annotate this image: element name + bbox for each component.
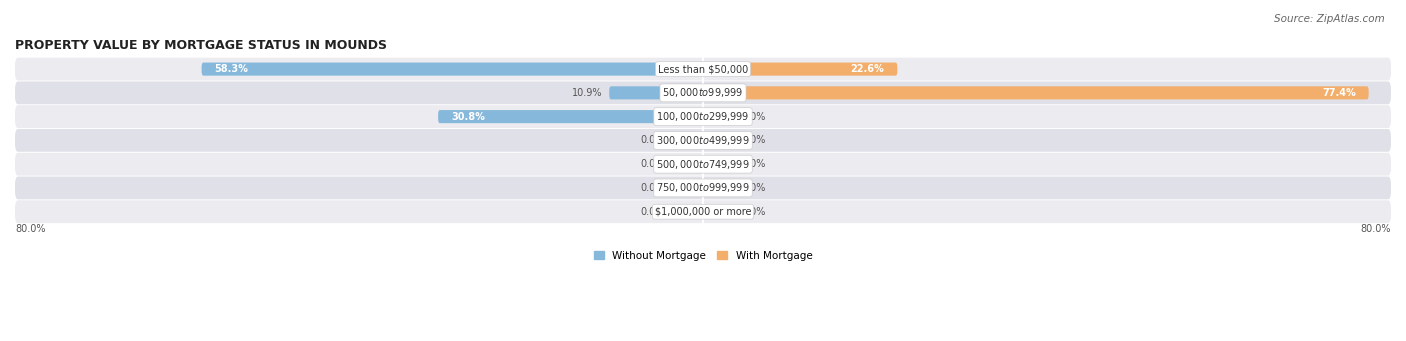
Legend: Without Mortgage, With Mortgage: Without Mortgage, With Mortgage xyxy=(589,247,817,265)
FancyBboxPatch shape xyxy=(703,158,733,171)
Text: 0.0%: 0.0% xyxy=(742,183,766,193)
Text: 80.0%: 80.0% xyxy=(1361,224,1391,234)
Text: 80.0%: 80.0% xyxy=(15,224,45,234)
Text: 0.0%: 0.0% xyxy=(640,207,664,217)
FancyBboxPatch shape xyxy=(673,158,703,171)
FancyBboxPatch shape xyxy=(15,153,1391,176)
FancyBboxPatch shape xyxy=(703,86,1368,99)
Text: 58.3%: 58.3% xyxy=(215,64,249,74)
Text: 0.0%: 0.0% xyxy=(742,207,766,217)
Text: 0.0%: 0.0% xyxy=(640,159,664,169)
FancyBboxPatch shape xyxy=(703,134,733,147)
Text: 0.0%: 0.0% xyxy=(742,135,766,145)
FancyBboxPatch shape xyxy=(673,181,703,194)
Text: Source: ZipAtlas.com: Source: ZipAtlas.com xyxy=(1274,14,1385,24)
FancyBboxPatch shape xyxy=(439,110,703,123)
FancyBboxPatch shape xyxy=(15,58,1391,80)
FancyBboxPatch shape xyxy=(703,62,897,76)
Text: $1,000,000 or more: $1,000,000 or more xyxy=(655,207,751,217)
Text: $300,000 to $499,999: $300,000 to $499,999 xyxy=(657,134,749,147)
FancyBboxPatch shape xyxy=(703,110,733,123)
Text: 10.9%: 10.9% xyxy=(572,88,602,98)
FancyBboxPatch shape xyxy=(15,81,1391,104)
FancyBboxPatch shape xyxy=(609,86,703,99)
FancyBboxPatch shape xyxy=(15,200,1391,223)
Text: $750,000 to $999,999: $750,000 to $999,999 xyxy=(657,181,749,194)
Text: PROPERTY VALUE BY MORTGAGE STATUS IN MOUNDS: PROPERTY VALUE BY MORTGAGE STATUS IN MOU… xyxy=(15,39,387,52)
FancyBboxPatch shape xyxy=(673,205,703,218)
Text: 0.0%: 0.0% xyxy=(640,183,664,193)
FancyBboxPatch shape xyxy=(15,177,1391,199)
FancyBboxPatch shape xyxy=(673,134,703,147)
FancyBboxPatch shape xyxy=(703,205,733,218)
Text: Less than $50,000: Less than $50,000 xyxy=(658,64,748,74)
Text: 77.4%: 77.4% xyxy=(1322,88,1355,98)
FancyBboxPatch shape xyxy=(201,62,703,76)
Text: $100,000 to $299,999: $100,000 to $299,999 xyxy=(657,110,749,123)
FancyBboxPatch shape xyxy=(15,129,1391,152)
Text: 0.0%: 0.0% xyxy=(640,135,664,145)
Text: $500,000 to $749,999: $500,000 to $749,999 xyxy=(657,158,749,170)
Text: 22.6%: 22.6% xyxy=(851,64,884,74)
FancyBboxPatch shape xyxy=(15,105,1391,128)
Text: 0.0%: 0.0% xyxy=(742,159,766,169)
Text: $50,000 to $99,999: $50,000 to $99,999 xyxy=(662,86,744,99)
FancyBboxPatch shape xyxy=(703,181,733,194)
Text: 0.0%: 0.0% xyxy=(742,112,766,122)
Text: 30.8%: 30.8% xyxy=(451,112,485,122)
